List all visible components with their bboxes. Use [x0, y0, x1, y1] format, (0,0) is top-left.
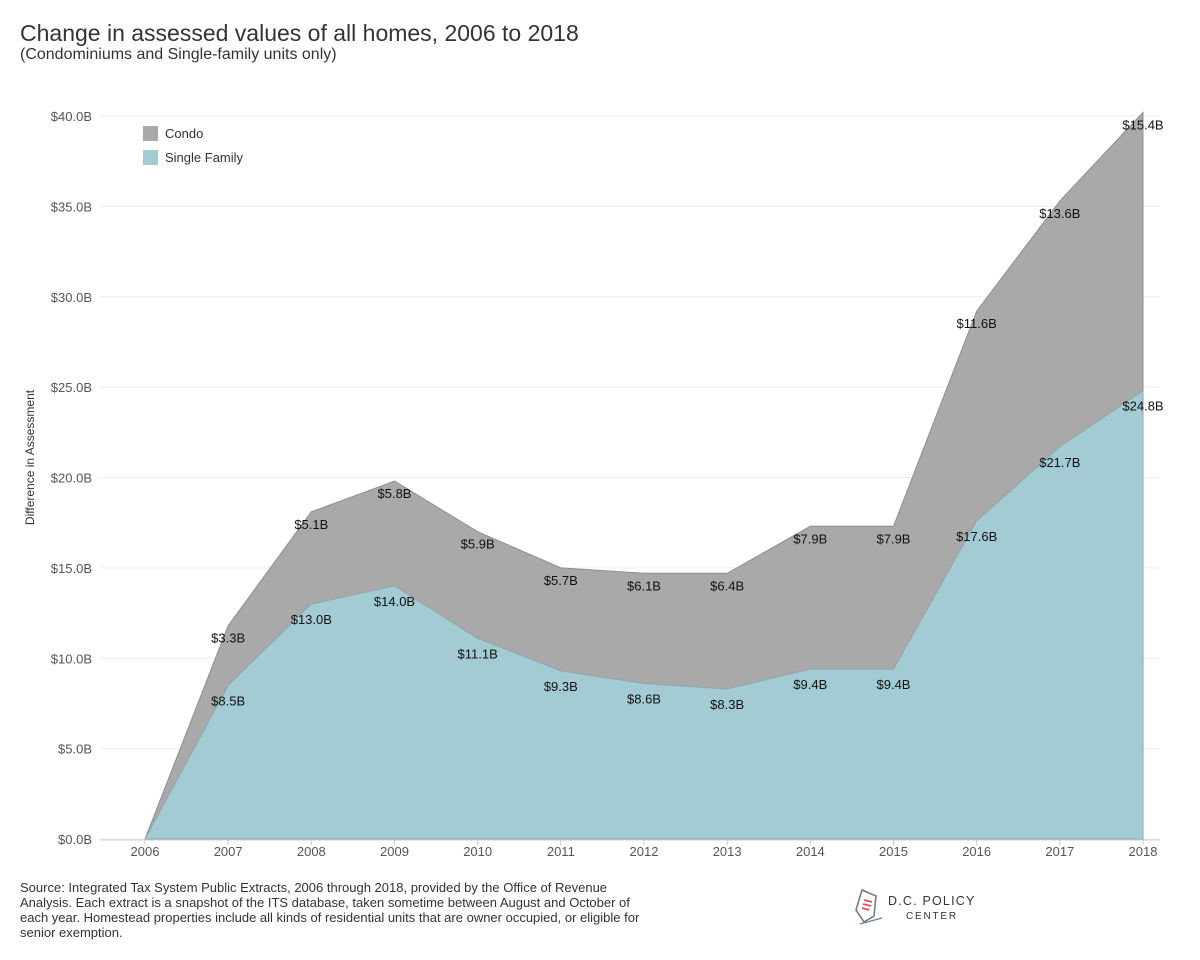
condo-value-label: $6.4B [710, 578, 744, 593]
logo-text: D.C. POLICY [888, 894, 976, 908]
x-tick-label: 2016 [962, 844, 991, 859]
logo-subtext: CENTER [906, 911, 958, 922]
condo-value-label: $5.8B [378, 486, 412, 501]
condo-value-label: $6.1B [627, 578, 661, 593]
condo-value-label: $7.9B [877, 531, 911, 546]
y-tick-label: $20.0B [51, 471, 92, 486]
y-tick-label: $25.0B [51, 380, 92, 395]
x-tick-label: 2011 [547, 844, 575, 859]
condo-value-label: $3.3B [211, 631, 245, 646]
single-family-value-label: $8.3B [710, 697, 744, 712]
x-tick-label: 2007 [214, 844, 243, 859]
x-tick-label: 2018 [1129, 844, 1158, 859]
single-family-value-label: $24.8B [1122, 399, 1163, 414]
dc-map-icon [855, 888, 883, 925]
x-tick-label: 2012 [630, 844, 659, 859]
data-labels: $8.5B $3.3B $13.0B $5.1B $14.0B $5.8B $11.1B $5… [211, 117, 1163, 712]
condo-value-label: $13.6B [1039, 206, 1080, 221]
legend-label: Single Family [165, 150, 244, 165]
y-tick-label: $0.0B [58, 832, 92, 847]
y-tick-label: $15.0B [51, 561, 92, 576]
condo-value-label: $15.4B [1122, 117, 1163, 132]
legend-swatch [143, 126, 158, 141]
y-tick-label: $30.0B [51, 290, 92, 305]
single-family-value-label: $13.0B [291, 612, 332, 627]
x-tick-label: 2014 [796, 844, 825, 859]
chart-subtitle: (Condominiums and Single-family units on… [20, 46, 337, 63]
legend-swatch [143, 150, 158, 165]
x-tick-label: 2017 [1045, 844, 1074, 859]
condo-value-label: $7.9B [793, 531, 827, 546]
single-family-value-label: $9.3B [544, 679, 578, 694]
area-layer [144, 111, 1144, 840]
stacked-area-chart: $0.0B $5.0B $10.0B $15.0B $20.0B $25.0B $30.0B… [23, 109, 1164, 859]
condo-value-label: $11.6B [957, 316, 997, 331]
x-tick-label: 2009 [380, 844, 409, 859]
single-family-value-label: $9.4B [877, 677, 911, 692]
single-family-value-label: $9.4B [793, 677, 827, 692]
single-family-value-label: $11.1B [458, 646, 498, 661]
x-tick-label: 2008 [297, 844, 326, 859]
dc-policy-center-logo: D.C. POLICY CENTER [852, 886, 1022, 932]
single-family-value-label: $8.6B [627, 692, 661, 707]
x-tick-label: 2015 [879, 844, 908, 859]
condo-value-label: $5.9B [461, 537, 495, 552]
x-tick-label: 2010 [463, 844, 492, 859]
single-family-value-label: $8.5B [211, 693, 245, 708]
single-family-value-label: $21.7B [1039, 455, 1080, 470]
y-tick-label: $5.0B [58, 742, 92, 757]
y-axis-title: Difference in Assessment [23, 389, 37, 525]
single-family-area [144, 389, 1144, 840]
y-tick-label: $35.0B [51, 199, 92, 214]
single-family-value-label: $17.6B [956, 529, 997, 544]
condo-value-label: $5.1B [294, 517, 328, 532]
x-tick-label: 2013 [713, 844, 742, 859]
x-tick-label: 2006 [131, 844, 160, 859]
y-tick-label: $10.0B [51, 651, 92, 666]
y-tick-label: $40.0B [51, 109, 92, 124]
single-family-value-label: $14.0B [374, 594, 415, 609]
source-note: Source: Integrated Tax System Public Ext… [20, 880, 640, 940]
legend: Condo Single Family [143, 126, 244, 165]
legend-label: Condo [165, 126, 203, 141]
condo-value-label: $5.7B [544, 573, 578, 588]
chart-title: Change in assessed values of all homes, … [20, 20, 579, 46]
axes: $0.0B $5.0B $10.0B $15.0B $20.0B $25.0B $30.0B… [23, 109, 1160, 859]
